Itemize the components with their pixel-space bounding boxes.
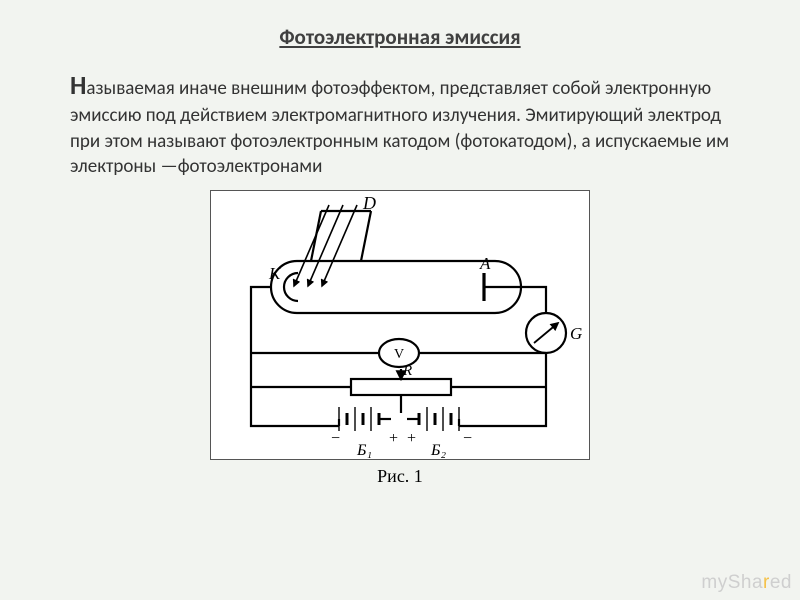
- svg-text:Б₁: Б₁: [356, 442, 372, 459]
- svg-text:−: −: [331, 430, 340, 447]
- svg-text:−: −: [463, 430, 472, 447]
- watermark-suffix: ed: [770, 572, 792, 593]
- drop-cap: Н: [70, 69, 86, 101]
- svg-text:Б₂: Б₂: [430, 442, 446, 459]
- watermark: myShared: [701, 572, 792, 594]
- watermark-accent: r: [763, 572, 770, 593]
- svg-text:+: +: [389, 430, 398, 447]
- svg-text:D: D: [362, 193, 376, 213]
- slide-body: Называемая иначе внешним фотоэффектом, п…: [0, 50, 800, 180]
- figure-caption: Рис. 1: [377, 466, 423, 487]
- svg-text:+: +: [407, 430, 416, 447]
- svg-text:V: V: [394, 347, 404, 362]
- watermark-prefix: mySha: [701, 572, 763, 593]
- slide-title: Фотоэлектронная эмиссия: [0, 0, 800, 50]
- svg-text:G: G: [570, 324, 582, 343]
- paragraph-text: азываемая иначе внешним фотоэффектом, пр…: [70, 77, 729, 178]
- circuit-diagram: DКAGVR−++−Б₁Б₂: [210, 190, 590, 460]
- svg-text:A: A: [479, 254, 491, 273]
- figure: DКAGVR−++−Б₁Б₂ Рис. 1: [0, 190, 800, 487]
- svg-text:К: К: [268, 264, 282, 283]
- svg-text:R: R: [402, 363, 412, 379]
